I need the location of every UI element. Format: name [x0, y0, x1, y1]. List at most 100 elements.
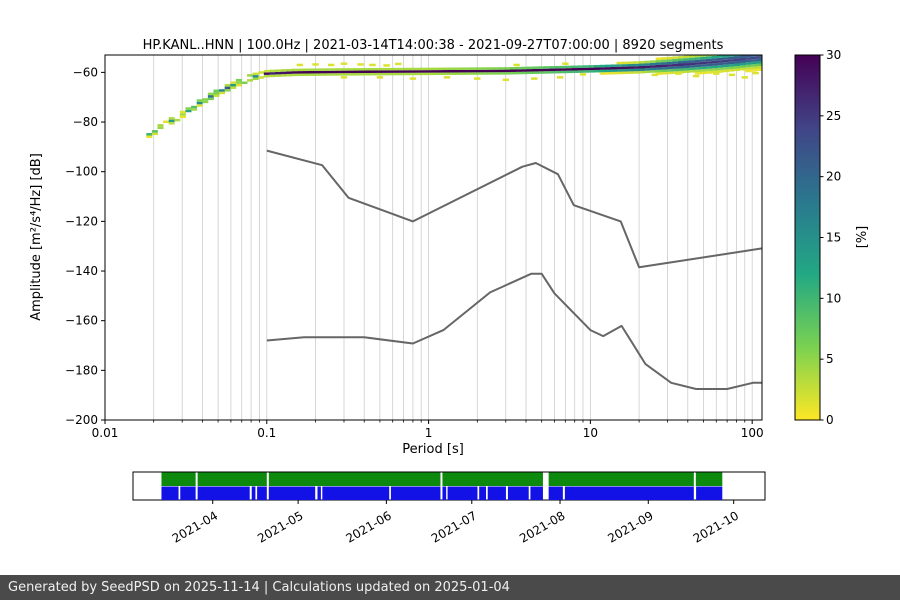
psd-cell — [252, 72, 259, 76]
psd-cell — [739, 67, 746, 71]
psd-cell — [678, 61, 685, 64]
psd-cell — [454, 72, 461, 75]
psd-outlier-cell — [376, 76, 384, 79]
psd-cell — [191, 108, 198, 111]
psd-cell — [566, 68, 573, 71]
psd-cell — [364, 70, 371, 73]
psd-cell — [247, 79, 254, 82]
data-coverage-segment — [487, 486, 506, 500]
psd-cell — [644, 65, 651, 69]
psd-cell — [179, 115, 186, 119]
psd-cell — [722, 62, 729, 65]
psd-cell — [706, 58, 713, 62]
psd-cell — [638, 68, 645, 71]
psd-cell — [734, 61, 741, 64]
psd-cell — [650, 70, 657, 73]
psd-cell — [342, 68, 349, 71]
psd-cell — [700, 71, 707, 75]
psd-cell — [308, 73, 315, 76]
timeline-month-label: 2021-06 — [343, 508, 393, 545]
psd-cell — [734, 63, 741, 67]
psd-cell — [700, 56, 707, 60]
data-coverage-segment — [564, 486, 694, 500]
psd-cell — [347, 68, 354, 71]
psd-cell — [694, 69, 701, 73]
psd-cell — [644, 70, 651, 74]
psd-cell — [381, 72, 388, 76]
psd-cell — [151, 130, 158, 133]
psd-outlier-cell — [340, 76, 348, 79]
psd-outlier-cell — [296, 63, 304, 67]
psd-cell — [286, 68, 293, 72]
psd-cell — [459, 72, 466, 75]
psd-cell — [308, 70, 315, 74]
psd-cell — [291, 68, 298, 72]
psd-cell — [470, 67, 477, 70]
psd-cell — [706, 61, 713, 64]
psd-cell — [655, 72, 662, 75]
psd-cell — [689, 70, 696, 73]
psd-cell — [722, 69, 729, 73]
data-coverage-segment — [530, 486, 543, 500]
psd-cell — [314, 68, 321, 71]
psd-cell — [409, 72, 416, 76]
data-coverage-segment — [251, 486, 256, 500]
psd-cell — [756, 63, 762, 66]
psd-cell — [694, 57, 701, 60]
psd-cell — [594, 69, 601, 73]
psd-cell — [331, 70, 338, 74]
psd-cell — [633, 71, 640, 74]
chart-title: HP.KANL..HNN | 100.0Hz | 2021-03-14T14:0… — [143, 38, 724, 53]
psd-cell — [756, 65, 762, 69]
psd-cell — [734, 49, 740, 51]
psd-cell — [745, 45, 751, 47]
psd-cell — [683, 65, 690, 69]
psd-cell — [723, 52, 729, 54]
psd-cell — [678, 56, 685, 59]
footer-bar: Generated by SeedPSD on 2025-11-14 | Cal… — [0, 575, 900, 600]
psd-cell — [219, 89, 226, 92]
psd-cell — [745, 69, 752, 73]
psd-cell — [409, 70, 416, 73]
psd-outlier-cell — [651, 73, 658, 77]
plot-frame — [104, 54, 763, 421]
psd-cell — [571, 68, 578, 71]
psd-cell — [252, 75, 259, 78]
psd-cell — [465, 67, 472, 70]
psd-cell — [650, 67, 657, 71]
psd-cell — [526, 71, 533, 75]
psd-cell — [375, 72, 382, 76]
psd-cell — [493, 69, 500, 73]
timeline-month-label: 2021-09 — [605, 508, 655, 545]
psd-outlier-cell — [395, 62, 402, 66]
psd-cell — [711, 65, 718, 69]
psd-cell — [605, 64, 612, 68]
psd-cell — [711, 55, 718, 59]
psd-cell — [717, 65, 724, 68]
psd-cell — [750, 55, 757, 57]
psd-cell — [286, 73, 293, 77]
y-tick-label: −200 — [65, 413, 98, 427]
psd-cell — [291, 71, 298, 74]
timeline-month-label: 2021-07 — [429, 508, 479, 545]
psd-cell — [487, 72, 494, 75]
psd-cell — [168, 122, 175, 125]
psd-cell — [168, 117, 175, 120]
psd-cell — [750, 69, 757, 72]
psd-cell — [666, 71, 673, 75]
psd-cell — [683, 70, 690, 73]
psd-cell — [610, 66, 617, 70]
psd-cell — [734, 58, 741, 62]
psd-cell — [191, 105, 198, 109]
psd-cell — [482, 72, 489, 75]
psd-outlier-cell — [692, 74, 700, 78]
psd-cell — [706, 56, 713, 59]
psd-cell — [515, 71, 522, 75]
psd-cell — [655, 64, 662, 68]
psd-cell — [263, 74, 270, 78]
psd-coverage-segment — [442, 472, 543, 486]
psd-cell — [740, 51, 746, 53]
psd-cell — [706, 71, 713, 74]
psd-cell — [678, 58, 685, 62]
psd-cell — [381, 67, 388, 71]
